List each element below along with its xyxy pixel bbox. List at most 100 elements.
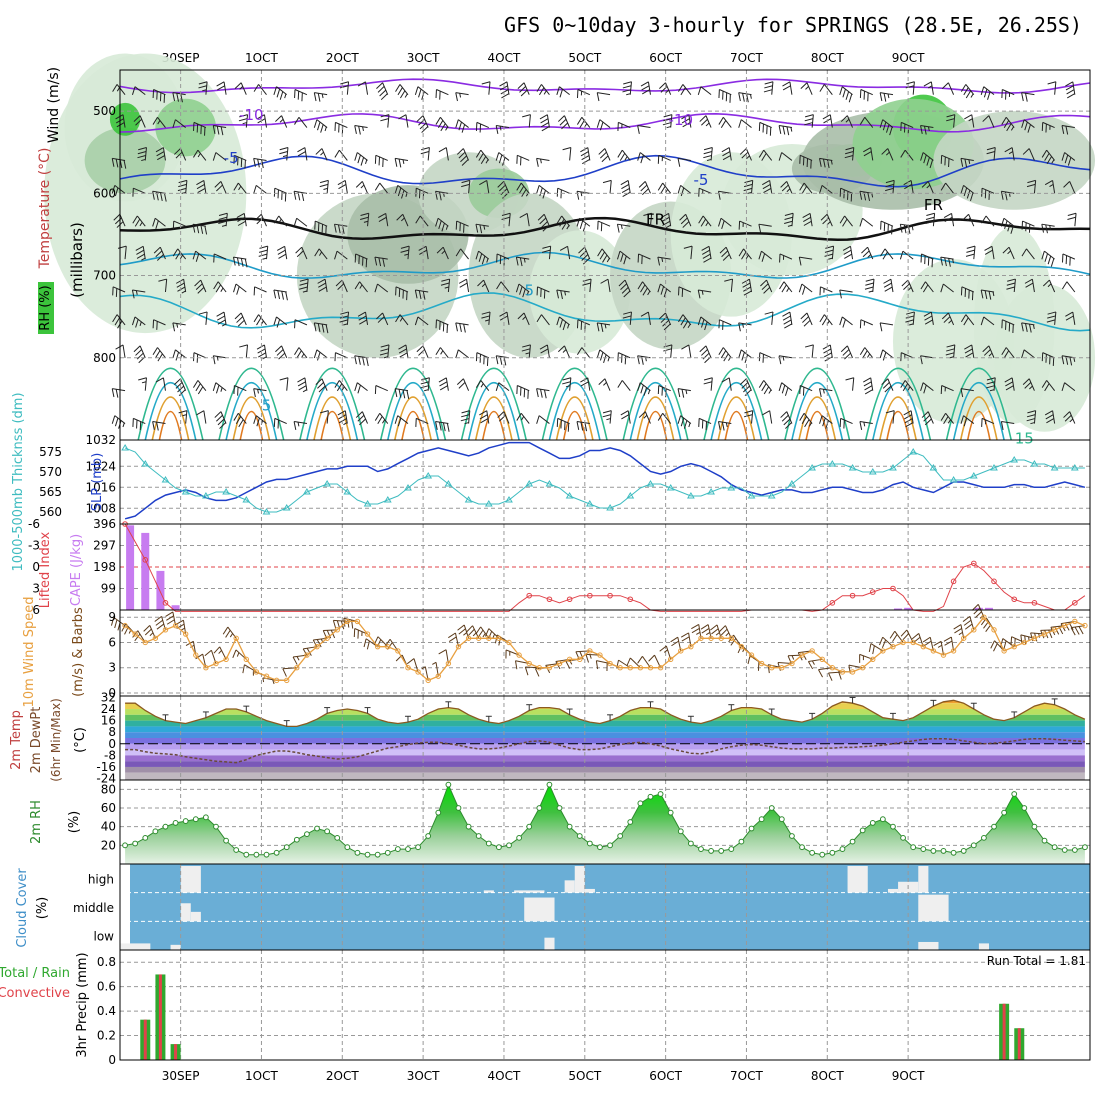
- wind-barb-feather: [275, 345, 282, 353]
- wind-barb: [440, 116, 449, 128]
- wind-barb-feather: [337, 283, 345, 291]
- cape-bar: [171, 605, 180, 610]
- wind-speed-marker: [405, 665, 411, 671]
- wind-barb-feather: [763, 187, 772, 194]
- wind-barb-feather: [1065, 315, 1074, 321]
- wind-barb-feather: [722, 151, 731, 157]
- wind-barb: [789, 81, 793, 95]
- wind-barb: [647, 311, 651, 325]
- wind-barb-feather: [1026, 183, 1036, 188]
- wind-barb: [142, 246, 146, 260]
- wind-barb-feather: [889, 126, 893, 136]
- wind-barb-feather: [742, 323, 744, 328]
- wind-speed-marker: [829, 665, 836, 671]
- wind-barb: [1069, 411, 1076, 424]
- wind-barb-feather: [680, 87, 686, 96]
- wind-barb-feather: [599, 151, 607, 159]
- cloud-block: [978, 943, 990, 950]
- wind-speed-marker: [284, 677, 290, 684]
- wind-barb: [821, 415, 833, 424]
- wind-speed-marker: [233, 635, 239, 641]
- wind-barb-feather: [703, 154, 712, 159]
- wind-barb-feather: [557, 115, 565, 122]
- cloud-level-label: low: [94, 930, 115, 944]
- rh-marker: [516, 834, 523, 841]
- wind-barb: [397, 184, 409, 194]
- wind-barb-feather: [416, 345, 424, 353]
- wind-barb-feather: [784, 323, 793, 329]
- wind-barb-feather: [374, 256, 378, 266]
- precip-total-legend: Total / Rain: [0, 966, 70, 981]
- wind-barb-feather: [212, 382, 217, 392]
- wind-barb: [136, 215, 146, 227]
- wind-barb-feather: [758, 380, 765, 388]
- wind-barb: [237, 412, 247, 424]
- low-level-temp-contour: [158, 410, 183, 441]
- wind-speed-marker: [718, 635, 724, 641]
- wind-barb-feather: [758, 250, 762, 260]
- rh-marker: [1031, 823, 1038, 830]
- rh-marker: [172, 820, 179, 826]
- wind-barb: [1064, 382, 1076, 392]
- rh-marker: [415, 844, 421, 851]
- wind-barb: [458, 119, 469, 128]
- wind-barb-feather: [705, 222, 709, 227]
- wind-barb-feather: [279, 151, 288, 155]
- wind-barb: [180, 148, 187, 161]
- wind-barb: [639, 152, 651, 161]
- wind-barb-feather: [980, 86, 985, 96]
- wind-barb-feather: [134, 218, 141, 227]
- wind-barb-feather: [884, 286, 893, 292]
- wind-barb-feather: [822, 158, 826, 168]
- wind-barb-feather: [567, 324, 570, 329]
- wind-barb-feather: [526, 291, 529, 296]
- wind-barb-feather: [900, 380, 906, 388]
- wind-barb: [217, 281, 227, 293]
- wind-barb: [177, 248, 187, 260]
- wind-barb-feather: [900, 629, 908, 637]
- wind-barb-feather: [197, 187, 206, 194]
- contour-label: FR: [924, 196, 943, 214]
- thickness-marker: [1050, 464, 1059, 471]
- wind-barb-feather: [524, 666, 529, 676]
- wind-barb-feather: [720, 628, 728, 636]
- wind-speed-marker: [849, 669, 856, 675]
- wind-barb-feather: [864, 286, 874, 290]
- wind-barb-feather: [880, 248, 886, 257]
- wind-barb: [306, 279, 309, 293]
- wind-speed-marker: [971, 627, 977, 633]
- rh-marker: [122, 842, 128, 849]
- wind-barb-feather: [1028, 324, 1032, 333]
- thickness-marker: [990, 464, 998, 471]
- wind-barb: [629, 81, 632, 95]
- wind-barb-feather: [1010, 636, 1013, 646]
- wind-barb-feather: [198, 311, 208, 315]
- wind-barb-feather: [539, 187, 543, 197]
- wind-speed-marker: [506, 639, 512, 646]
- li-tick-label: 3: [32, 582, 40, 596]
- wind-barb-feather: [117, 245, 127, 249]
- wind-barb-feather: [116, 122, 125, 128]
- wind-barb: [185, 410, 188, 424]
- thickness-marker: [303, 488, 311, 495]
- wind-barb-feather: [960, 185, 965, 194]
- wind-barb-feather: [276, 89, 281, 98]
- wind-barb-feather: [721, 250, 729, 258]
- wind-barb-feather: [445, 126, 449, 131]
- wind-speed-marker: [344, 618, 351, 625]
- wind-barb-feather: [965, 90, 972, 99]
- wind-barb-feather: [155, 350, 161, 359]
- wind-barb-feather: [722, 254, 730, 261]
- wind-barb-feather: [944, 257, 947, 267]
- wind-barb-feather: [623, 81, 632, 85]
- wind-barb-feather: [596, 119, 601, 128]
- wind-barb: [1022, 220, 1035, 227]
- wind-tick-label: 9: [108, 610, 116, 624]
- pressure-tick-label: 800: [93, 351, 116, 365]
- wind-speed-marker: [253, 669, 260, 675]
- precip-tick-label: 0.6: [97, 980, 116, 994]
- wind-barb-feather: [786, 287, 790, 292]
- precip-convective-bar: [1002, 1003, 1006, 1060]
- wind-barb: [740, 119, 752, 128]
- wind-speed-marker: [758, 660, 765, 667]
